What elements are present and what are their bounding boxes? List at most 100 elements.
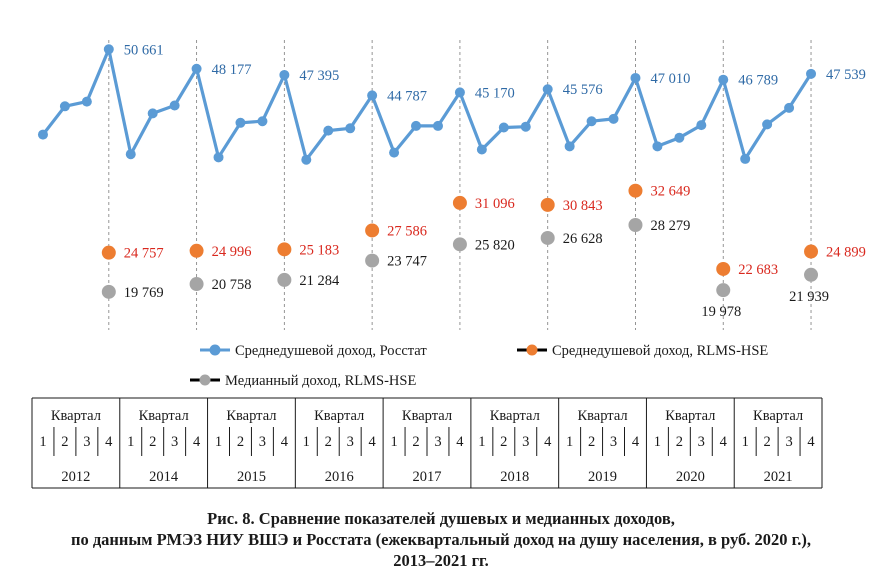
rlms-mean-data-label: 32 649 xyxy=(650,184,690,200)
caption-line-1: Рис. 8. Сравнение показателей душевых и … xyxy=(207,509,675,528)
rosstat-point xyxy=(542,84,553,95)
rosstat-point xyxy=(59,101,70,112)
rlms-mean-data-label: 31 096 xyxy=(475,196,515,212)
legend-marker xyxy=(199,374,211,386)
quarter-tick-label: 4 xyxy=(193,434,201,450)
quarter-tick-label: 3 xyxy=(171,434,178,450)
quarter-tick-label: 2 xyxy=(325,434,332,450)
rosstat-data-label: 47 395 xyxy=(299,68,339,84)
rlms-median-data-label: 21 939 xyxy=(789,289,829,305)
rosstat-data-label: 44 787 xyxy=(387,88,427,104)
quarter-tick-label: 4 xyxy=(105,434,113,450)
rosstat-point xyxy=(498,122,509,133)
rlms-mean-point xyxy=(101,245,116,260)
quarter-tick-label: 4 xyxy=(720,434,728,450)
rlms-median-point xyxy=(365,253,380,268)
quarter-group-label: Квартал xyxy=(139,408,189,424)
rosstat-point xyxy=(630,72,641,83)
rlms-median-data-label: 26 628 xyxy=(563,231,603,247)
rosstat-point xyxy=(476,144,487,155)
quarter-group-label: Квартал xyxy=(226,408,276,424)
rosstat-data-label: 47 010 xyxy=(650,71,690,87)
rosstat-point xyxy=(147,108,158,119)
rlms-mean-point xyxy=(452,195,467,210)
quarter-group-label: Квартал xyxy=(314,408,364,424)
quarter-group-label: Квартал xyxy=(402,408,452,424)
rlms-mean-point xyxy=(628,183,643,198)
rlms-median-data-label: 19 978 xyxy=(701,304,741,320)
quarter-group-label: Квартал xyxy=(753,408,803,424)
rosstat-point xyxy=(762,119,773,130)
quarter-tick-label: 4 xyxy=(807,434,815,450)
caption-line-3: 2013–2021 гг. xyxy=(393,551,489,570)
quarter-tick-label: 2 xyxy=(500,434,507,450)
rlms-median-point xyxy=(101,284,116,299)
quarter-group-label: Квартал xyxy=(490,408,540,424)
rlms-median-point xyxy=(452,237,467,252)
rlms-mean-point xyxy=(365,223,380,238)
rlms-mean-data-label: 27 586 xyxy=(387,223,427,239)
rosstat-data-label: 45 576 xyxy=(563,82,603,98)
figure-caption: Рис. 8. Сравнение показателей душевых и … xyxy=(0,508,882,571)
quarter-tick-label: 1 xyxy=(127,434,134,450)
legend-label: Среднедушевой доход, Росстат xyxy=(235,343,427,359)
income-chart: 50 661 48 177 47 395 44 787 45 170 45 576 47 0… xyxy=(31,40,866,489)
rlms-median-point xyxy=(716,283,731,298)
quarter-tick-label: 3 xyxy=(259,434,266,450)
rosstat-data-label: 47 539 xyxy=(826,67,866,83)
quarter-tick-label: 3 xyxy=(434,434,441,450)
rosstat-point xyxy=(411,120,422,131)
quarter-tick-label: 2 xyxy=(588,434,595,450)
rosstat-point xyxy=(674,132,685,143)
quarter-group-label: Квартал xyxy=(51,408,101,424)
quarter-tick-label: 1 xyxy=(303,434,310,450)
rosstat-point xyxy=(784,102,795,113)
rosstat-point xyxy=(586,116,597,127)
rlms-median-point xyxy=(277,272,292,287)
rosstat-point xyxy=(608,113,619,124)
legend: Среднедушевой доход, Росстат Среднедушево… xyxy=(190,343,768,389)
quarter-tick-label: 2 xyxy=(237,434,244,450)
legend-label: Медианный доход, RLMS-HSE xyxy=(225,373,416,389)
quarter-tick-label: 4 xyxy=(281,434,289,450)
rlms-median-series: 19 769 20 758 21 284 23 747 25 820 26 628 28 2… xyxy=(101,218,829,320)
rlms-median-data-label: 21 284 xyxy=(299,273,340,289)
rosstat-point xyxy=(454,87,465,98)
rosstat-point xyxy=(520,121,531,132)
rosstat-point xyxy=(564,141,575,152)
rlms-mean-series: 24 757 24 996 25 183 27 586 31 096 30 843 32 6… xyxy=(101,183,866,278)
rlms-mean-data-label: 22 683 xyxy=(738,262,778,278)
rlms-median-data-label: 25 820 xyxy=(475,237,515,253)
rosstat-line xyxy=(41,47,813,162)
rosstat-point xyxy=(432,120,443,131)
rlms-median-data-label: 28 279 xyxy=(650,218,690,234)
rlms-median-data-label: 19 769 xyxy=(124,285,164,301)
year-tick-label: 2014 xyxy=(149,469,179,485)
rlms-mean-point xyxy=(540,197,555,212)
rosstat-data-label: 50 661 xyxy=(124,42,164,58)
rosstat-point xyxy=(389,147,400,158)
rosstat-point xyxy=(279,69,290,80)
rlms-mean-data-label: 24 757 xyxy=(124,246,164,262)
rosstat-point xyxy=(696,120,707,131)
rlms-median-point xyxy=(540,230,555,245)
rosstat-data-label: 45 170 xyxy=(475,85,515,101)
rosstat-point xyxy=(37,129,48,140)
year-tick-label: 2018 xyxy=(500,469,529,485)
quarter-tick-label: 3 xyxy=(698,434,705,450)
rosstat-point xyxy=(125,149,136,160)
caption-line-2: по данным РМЭЗ НИУ ВШЭ и Росстата (ежекв… xyxy=(70,530,812,549)
rosstat-point xyxy=(213,152,224,163)
legend-marker xyxy=(526,344,538,356)
rlms-mean-point xyxy=(189,243,204,258)
quarter-tick-label: 2 xyxy=(676,434,683,450)
rosstat-series: 50 661 48 177 47 395 44 787 45 170 45 576 47 0… xyxy=(37,42,866,165)
quarter-group-label: Квартал xyxy=(577,408,627,424)
quarter-tick-label: 3 xyxy=(785,434,792,450)
rlms-mean-point xyxy=(277,242,292,257)
rosstat-data-label: 48 177 xyxy=(212,62,252,78)
quarter-tick-label: 4 xyxy=(456,434,464,450)
quarter-tick-label: 1 xyxy=(478,434,485,450)
year-tick-label: 2017 xyxy=(413,469,442,485)
